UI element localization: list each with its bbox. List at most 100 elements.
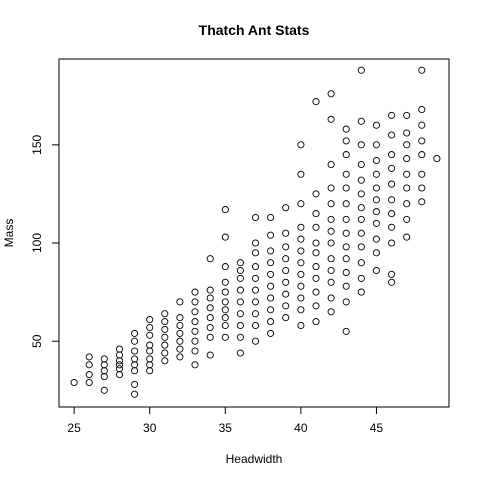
data-point <box>342 229 350 237</box>
data-point <box>372 208 380 216</box>
data-point <box>403 184 411 192</box>
data-point <box>267 294 275 302</box>
data-point <box>176 314 184 322</box>
x-tick-label: 30 <box>143 421 157 435</box>
data-point <box>146 347 154 355</box>
data-point <box>282 266 290 275</box>
y-tick-label: 150 <box>30 134 44 154</box>
data-point <box>267 231 275 239</box>
data-point <box>282 314 290 322</box>
data-point <box>115 361 124 369</box>
data-point <box>100 373 108 381</box>
data-point <box>312 223 320 231</box>
data-point <box>206 255 214 263</box>
data-point <box>146 367 154 375</box>
data-point <box>131 380 139 388</box>
data-point <box>388 164 396 172</box>
data-point <box>236 259 244 267</box>
data-point <box>357 204 365 212</box>
data-point <box>100 386 108 394</box>
data-point <box>100 367 108 375</box>
data-point <box>251 249 260 257</box>
data-point <box>357 274 365 282</box>
data-point <box>236 286 244 294</box>
data-point <box>312 302 320 310</box>
data-point <box>251 286 260 294</box>
data-point <box>251 298 260 306</box>
data-point <box>433 155 441 163</box>
data-point <box>357 259 365 267</box>
data-point <box>131 347 139 355</box>
data-points <box>70 66 441 398</box>
data-point <box>357 176 365 184</box>
data-point <box>372 184 380 192</box>
data-point <box>403 155 411 163</box>
data-point <box>312 239 320 247</box>
data-point <box>251 213 260 222</box>
data-point <box>115 345 124 353</box>
data-point <box>251 337 260 345</box>
data-point <box>357 215 365 223</box>
data-point <box>297 306 305 314</box>
data-point <box>418 137 426 145</box>
data-point <box>221 314 229 322</box>
data-point <box>418 105 426 114</box>
data-point <box>342 243 350 251</box>
data-point <box>176 329 184 337</box>
data-point <box>191 288 199 296</box>
data-point <box>221 321 229 330</box>
data-point <box>312 288 320 296</box>
data-point <box>357 66 365 74</box>
data-point <box>403 233 411 241</box>
data-point <box>312 98 320 106</box>
data-point <box>388 239 396 247</box>
data-point <box>403 129 411 137</box>
data-point <box>161 325 169 333</box>
data-point <box>403 170 411 178</box>
data-point <box>327 90 335 98</box>
data-point <box>146 355 154 363</box>
data-point <box>372 170 380 178</box>
data-point <box>342 170 350 178</box>
data-point <box>297 259 305 267</box>
data-point <box>418 184 426 192</box>
data-point <box>267 270 275 278</box>
data-point <box>388 111 396 119</box>
data-point <box>342 268 350 277</box>
data-point <box>312 318 320 326</box>
data-point <box>297 223 305 231</box>
data-point <box>418 121 426 129</box>
data-point <box>161 341 169 349</box>
data-point <box>297 170 305 178</box>
data-point <box>357 190 365 198</box>
data-point <box>221 288 229 296</box>
data-point <box>85 378 93 387</box>
data-point <box>327 115 335 123</box>
data-point <box>403 215 411 223</box>
data-point <box>297 235 305 243</box>
data-point <box>342 184 350 192</box>
data-point <box>282 204 290 212</box>
data-point <box>161 357 169 365</box>
data-point <box>131 329 139 337</box>
data-point <box>388 270 396 278</box>
data-point <box>236 298 244 306</box>
data-point <box>131 361 139 369</box>
data-point <box>372 141 380 149</box>
data-point <box>146 361 154 369</box>
data-point <box>357 141 365 149</box>
x-axis-label: Headwidth <box>226 452 283 466</box>
data-point <box>236 310 244 318</box>
data-point <box>206 323 214 332</box>
data-point <box>403 141 411 149</box>
data-point <box>327 215 335 223</box>
x-tick-label: 45 <box>370 421 384 435</box>
data-point <box>342 151 350 159</box>
y-axis-label: Mass <box>2 219 16 248</box>
data-point <box>342 215 350 223</box>
data-point <box>342 282 350 290</box>
data-point <box>372 235 380 243</box>
data-point <box>251 239 260 247</box>
data-point <box>100 355 108 363</box>
